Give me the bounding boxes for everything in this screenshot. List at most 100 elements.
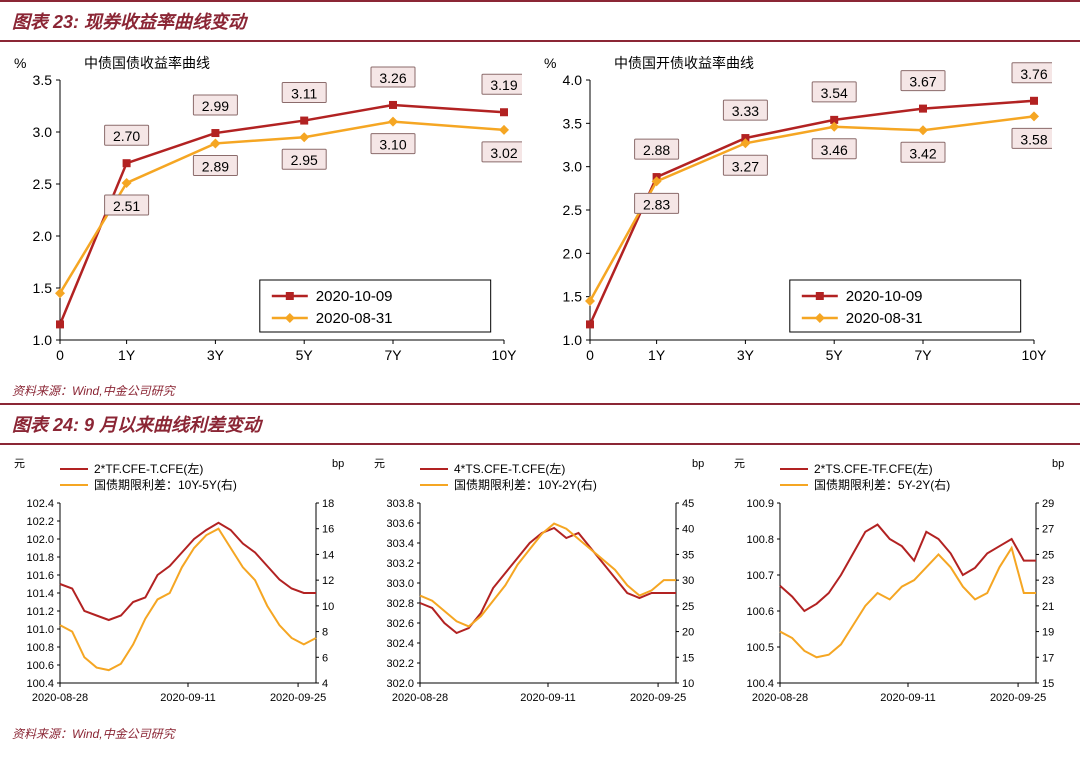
svg-text:102.4: 102.4 (26, 498, 54, 510)
svg-text:2020-09-11: 2020-09-11 (880, 692, 935, 704)
svg-text:303.2: 303.2 (386, 558, 414, 570)
svg-text:101.8: 101.8 (26, 552, 54, 564)
svg-text:16: 16 (322, 524, 334, 536)
svg-text:40: 40 (682, 524, 694, 536)
svg-text:2.0: 2.0 (563, 245, 583, 261)
svg-text:100.4: 100.4 (746, 678, 774, 690)
svg-text:0: 0 (586, 347, 594, 363)
svg-text:3.42: 3.42 (909, 145, 936, 161)
svg-text:302.0: 302.0 (386, 678, 414, 690)
svg-text:14: 14 (322, 549, 334, 561)
svg-text:3.5: 3.5 (33, 72, 53, 88)
svg-text:15: 15 (1042, 678, 1054, 690)
svg-text:2020-08-28: 2020-08-28 (32, 692, 88, 704)
svg-text:102.2: 102.2 (26, 516, 54, 528)
fig23-source: 资料来源：Wind,中金公司研究 (0, 378, 1080, 403)
svg-text:100.6: 100.6 (26, 660, 54, 672)
svg-text:8: 8 (322, 627, 328, 639)
svg-text:10: 10 (322, 601, 334, 613)
svg-text:1.5: 1.5 (33, 280, 53, 296)
svg-text:3.54: 3.54 (821, 85, 848, 101)
svg-text:2020-09-25: 2020-09-25 (990, 692, 1046, 704)
svg-text:2*TS.CFE-TF.CFE(左): 2*TS.CFE-TF.CFE(左) (814, 461, 933, 476)
fig24-svg-1: 元bp4*TS.CFE-T.CFE(左)国债期限利差：10Y-2Y(右)302.… (372, 453, 712, 713)
svg-text:101.6: 101.6 (26, 570, 54, 582)
svg-text:3.46: 3.46 (821, 142, 848, 158)
svg-text:3.19: 3.19 (490, 77, 517, 93)
svg-text:15: 15 (682, 652, 694, 664)
svg-text:2*TF.CFE-T.CFE(左): 2*TF.CFE-T.CFE(左) (94, 461, 203, 476)
svg-text:1.0: 1.0 (563, 332, 583, 348)
fig24-svg-0: 元bp2*TF.CFE-T.CFE(左)国债期限利差：10Y-5Y(右)100.… (12, 453, 352, 713)
svg-text:中债国债收益率曲线: 中债国债收益率曲线 (84, 55, 210, 71)
svg-text:101.0: 101.0 (26, 624, 54, 636)
svg-text:45: 45 (682, 498, 694, 510)
svg-text:25: 25 (1042, 549, 1054, 561)
svg-text:102.0: 102.0 (26, 534, 54, 546)
svg-text:3.27: 3.27 (732, 158, 759, 174)
fig23-title: 图表 23: 现券收益率曲线变动 (0, 0, 1080, 42)
svg-text:100.5: 100.5 (746, 642, 774, 654)
fig24-chart-1: 元bp4*TS.CFE-T.CFE(左)国债期限利差：10Y-2Y(右)302.… (372, 453, 712, 713)
fig23-charts: %中债国债收益率曲线1.01.52.02.53.03.501Y3Y5Y7Y10Y… (0, 42, 1080, 378)
svg-text:1.0: 1.0 (33, 332, 53, 348)
svg-text:2.0: 2.0 (33, 228, 53, 244)
svg-text:7Y: 7Y (384, 347, 402, 363)
svg-text:3.26: 3.26 (379, 70, 406, 86)
svg-text:302.8: 302.8 (386, 598, 414, 610)
svg-text:3.0: 3.0 (33, 124, 53, 140)
svg-text:2.89: 2.89 (202, 158, 229, 174)
svg-text:1Y: 1Y (648, 347, 666, 363)
svg-text:17: 17 (1042, 652, 1054, 664)
fig24-charts: 元bp2*TF.CFE-T.CFE(左)国债期限利差：10Y-5Y(右)100.… (0, 445, 1080, 721)
svg-text:国债期限利差：10Y-2Y(右): 国债期限利差：10Y-2Y(右) (454, 477, 597, 492)
fig23-right-chart: %中债国开债收益率曲线1.01.52.02.53.03.54.001Y3Y5Y7… (542, 50, 1052, 370)
svg-text:10Y: 10Y (492, 347, 518, 363)
fig23-right-svg: %中债国开债收益率曲线1.01.52.02.53.03.54.001Y3Y5Y7… (542, 50, 1052, 370)
svg-text:国债期限利差：5Y-2Y(右): 国债期限利差：5Y-2Y(右) (814, 477, 950, 492)
svg-text:2.5: 2.5 (563, 202, 583, 218)
svg-text:4.0: 4.0 (563, 72, 583, 88)
svg-text:2020-09-11: 2020-09-11 (160, 692, 215, 704)
svg-text:4*TS.CFE-T.CFE(左): 4*TS.CFE-T.CFE(左) (454, 461, 565, 476)
svg-text:2.70: 2.70 (113, 128, 140, 144)
svg-text:3Y: 3Y (207, 347, 225, 363)
svg-text:303.6: 303.6 (386, 518, 414, 530)
svg-text:101.4: 101.4 (26, 588, 54, 600)
svg-text:303.4: 303.4 (386, 538, 414, 550)
svg-text:2020-08-28: 2020-08-28 (752, 692, 808, 704)
fig24-chart-2: 元bp2*TS.CFE-TF.CFE(左)国债期限利差：5Y-2Y(右)100.… (732, 453, 1072, 713)
svg-text:%: % (14, 55, 26, 71)
svg-text:2.95: 2.95 (291, 152, 318, 168)
svg-text:2.51: 2.51 (113, 198, 140, 214)
svg-text:bp: bp (692, 458, 704, 470)
svg-text:4: 4 (322, 678, 328, 690)
svg-text:7Y: 7Y (914, 347, 932, 363)
svg-text:中债国开债收益率曲线: 中债国开债收益率曲线 (614, 55, 754, 71)
svg-text:1.5: 1.5 (563, 289, 583, 305)
svg-text:10Y: 10Y (1022, 347, 1048, 363)
svg-text:10: 10 (682, 678, 694, 690)
svg-text:18: 18 (322, 498, 334, 510)
svg-text:2.99: 2.99 (202, 98, 229, 114)
svg-text:2020-10-09: 2020-10-09 (316, 288, 393, 305)
svg-text:0: 0 (56, 347, 64, 363)
svg-text:303.8: 303.8 (386, 498, 414, 510)
svg-text:25: 25 (682, 601, 694, 613)
svg-text:29: 29 (1042, 498, 1054, 510)
svg-text:3.02: 3.02 (490, 145, 517, 161)
svg-text:30: 30 (682, 575, 694, 587)
svg-text:2.88: 2.88 (643, 142, 670, 158)
svg-text:2.5: 2.5 (33, 176, 53, 192)
svg-text:100.4: 100.4 (26, 678, 54, 690)
svg-text:3.0: 3.0 (563, 159, 583, 175)
svg-text:27: 27 (1042, 524, 1054, 536)
fig24-source: 资料来源：Wind,中金公司研究 (0, 721, 1080, 746)
svg-text:100.8: 100.8 (26, 642, 54, 654)
svg-text:302.4: 302.4 (386, 638, 414, 650)
svg-text:303.0: 303.0 (386, 578, 414, 590)
fig24-chart-0: 元bp2*TF.CFE-T.CFE(左)国债期限利差：10Y-5Y(右)100.… (12, 453, 352, 713)
svg-text:2020-09-25: 2020-09-25 (270, 692, 326, 704)
svg-text:3Y: 3Y (737, 347, 755, 363)
svg-text:bp: bp (1052, 458, 1064, 470)
